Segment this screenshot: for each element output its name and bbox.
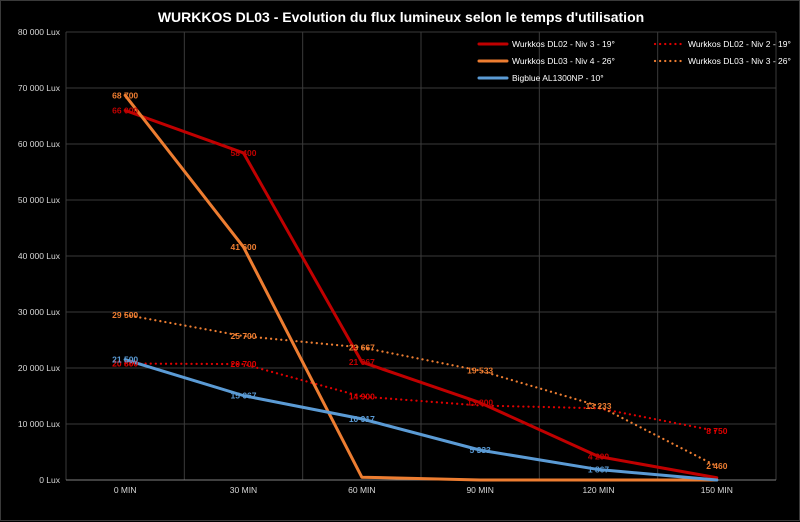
data-label: 13 800 — [467, 398, 493, 408]
data-label: 23 667 — [349, 342, 375, 352]
data-label: 2 460 — [706, 461, 728, 471]
data-label: 20 700 — [231, 359, 257, 369]
data-label: 29 500 — [112, 310, 138, 320]
series-line — [123, 108, 719, 480]
x-tick-label: 0 MIN — [114, 485, 137, 495]
data-label: 19 533 — [467, 366, 493, 376]
data-label: 10 917 — [349, 414, 375, 424]
data-label: 8 750 — [706, 426, 728, 436]
series-line — [123, 358, 719, 482]
x-tick-label: 60 MIN — [348, 485, 375, 495]
y-tick-label: 10 000 Lux — [18, 419, 61, 429]
x-tick-label: 30 MIN — [230, 485, 257, 495]
legend-entry: Wurkkos DL03 - Niv 3 - 26° — [688, 56, 791, 66]
data-label: 13 233 — [586, 401, 612, 411]
x-tick-label: 150 MIN — [701, 485, 733, 495]
axes: 0 Lux 10 000 Lux 20 000 Lux 30 000 Lux 40 00… — [18, 27, 776, 495]
data-label: 20 800 — [112, 359, 138, 369]
series-line — [123, 93, 719, 482]
chart-title: WURKKOS DL03 - Evolution du flux lumineu… — [158, 9, 644, 25]
data-label: 25 700 — [231, 331, 257, 341]
x-tick-label: 120 MIN — [582, 485, 614, 495]
series-line — [124, 313, 718, 468]
y-tick-label: 30 000 Lux — [18, 307, 61, 317]
y-tick-label: 80 000 Lux — [18, 27, 61, 37]
series-lines — [123, 93, 719, 482]
data-label: 21 067 — [349, 357, 375, 367]
legend-entry: Wurkkos DL03 - Niv 4 - 26° — [512, 56, 615, 66]
x-tick-label: 90 MIN — [466, 485, 493, 495]
data-label: 66 000 — [112, 105, 138, 115]
data-label: 4 200 — [588, 451, 610, 461]
grid — [65, 31, 777, 480]
y-tick-label: 50 000 Lux — [18, 195, 61, 205]
legend-entry: Wurkkos DL02 - Niv 2 - 19° — [688, 39, 791, 49]
data-label: 68 700 — [112, 90, 138, 100]
y-tick-label: 60 000 Lux — [18, 139, 61, 149]
y-tick-label: 40 000 Lux — [18, 251, 61, 261]
data-label: 58 400 — [231, 148, 257, 158]
legend: Wurkkos DL02 - Niv 3 - 19° Wurkkos DL02 -… — [477, 39, 791, 83]
y-tick-label: 20 000 Lux — [18, 363, 61, 373]
data-label: 21 500 — [112, 355, 138, 365]
y-tick-label: 0 Lux — [39, 475, 61, 485]
data-labels: 66 000 58 400 21 067 13 800 4 200 20 800 20 70… — [112, 90, 728, 474]
data-label: 15 067 — [231, 391, 257, 401]
y-tick-label: 70 000 Lux — [18, 83, 61, 93]
data-label: 5 333 — [470, 445, 492, 455]
data-label: 41 600 — [231, 242, 257, 252]
series-line — [124, 362, 718, 433]
legend-entry: Wurkkos DL02 - Niv 3 - 19° — [512, 39, 615, 49]
legend-entry: Bigblue AL1300NP - 10° — [512, 73, 604, 83]
data-label: 14 900 — [349, 392, 375, 402]
data-label: 1 867 — [588, 465, 610, 475]
